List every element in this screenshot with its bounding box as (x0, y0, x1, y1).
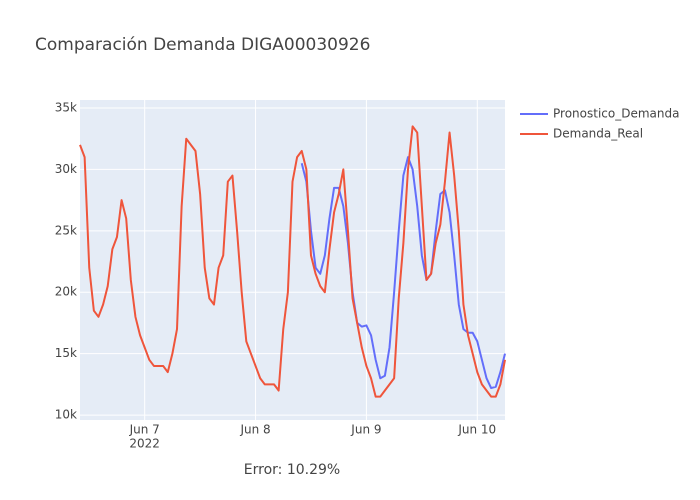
x-tick-label: Jun 9 (350, 423, 381, 437)
x-tick-label: Jun 10 (457, 423, 496, 437)
x-tick-label: Jun 8 (239, 423, 270, 437)
legend-label: Pronostico_Demanda (553, 107, 679, 121)
y-tick-label: 25k (55, 223, 77, 237)
series-line (79, 125, 506, 398)
y-tick-label: 15k (55, 346, 77, 360)
x-tick-label: Jun 7 (129, 423, 160, 437)
y-tick-label: 20k (55, 285, 77, 299)
series-line (300, 156, 506, 390)
plot-area (80, 100, 505, 420)
x-tick-year: 2022 (129, 437, 160, 451)
y-tick-label: 10k (55, 408, 77, 422)
chart-title: Comparación Demanda DIGA00030926 (35, 35, 370, 55)
y-tick-label: 35k (55, 100, 77, 114)
annotation: Error: 10.29% (244, 462, 340, 478)
legend-label: Demanda_Real (553, 127, 643, 141)
y-tick-label: 30k (55, 162, 77, 176)
